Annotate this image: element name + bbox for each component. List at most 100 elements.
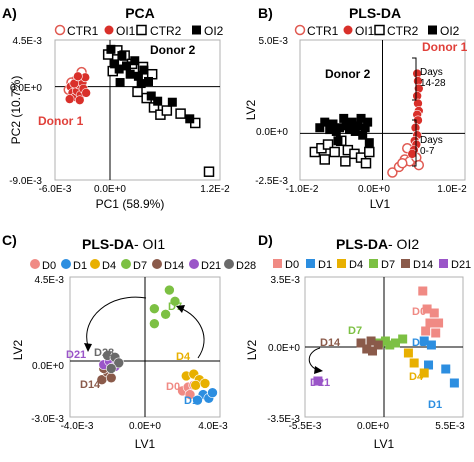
panel-c-plot: D7 D21 D28 D14 D4 D0 D1 (66, 277, 220, 417)
data-point-oi2 (364, 138, 374, 148)
data-point-oi2 (363, 117, 373, 127)
data-point-ctr2 (329, 146, 340, 158)
legend-label-oi2: OI2 (440, 24, 460, 38)
annotation-label: D21 (310, 377, 330, 389)
panel-d-legend: D0 D1 D4 D7 D14 D21 (273, 259, 471, 271)
legend-label-oi1: OI1 (116, 24, 136, 38)
data-point-oi2 (333, 136, 343, 146)
legend-marker-d4 (337, 259, 346, 268)
data-point-d0 (429, 308, 439, 318)
panel-d-ylabel: LV2 (245, 339, 259, 360)
data-point-oi2 (360, 123, 370, 133)
annotation-label: D0 (166, 381, 180, 393)
panel-b-xtick-left: -1.0E-2 (286, 184, 319, 195)
data-point-oi2 (167, 97, 177, 107)
panel-a-ytick-mid: 0.0E+0 (10, 83, 42, 94)
legend-marker-d1 (306, 259, 315, 268)
data-point-d7 (149, 303, 160, 315)
data-point-oi2 (122, 61, 131, 71)
data-point-d4 (409, 358, 419, 368)
legend-label-oi1: OI1 (355, 24, 375, 38)
data-point-ctr2 (161, 105, 173, 116)
panel-b-ytick-mid: 0.0E+0 (256, 127, 288, 138)
data-point-oi2 (136, 79, 146, 89)
panel-a-xtick-left: -6.0E-3 (39, 184, 72, 195)
data-point-d1 (441, 364, 451, 374)
data-point-d14 (366, 336, 376, 346)
panel-a-legend: CTR1 OI1 CTR2 OI2 (54, 24, 224, 38)
annotation-label: D14 (80, 379, 101, 391)
legend-marker-d28 (224, 259, 234, 269)
panel-a-ytick-bottom: -9.0E-3 (9, 176, 42, 187)
data-point-oi2 (144, 76, 153, 86)
legend-label-oi2: OI2 (204, 24, 224, 38)
legend-marker-oi2 (428, 25, 437, 35)
data-point-d7 (385, 340, 395, 350)
panel-d-xtick-left: -5.5E-3 (289, 421, 322, 432)
data-point-d14 (373, 340, 383, 350)
annotation-label: Donor 2 (325, 67, 371, 81)
data-point-d14 (105, 372, 117, 384)
panel-b-ylabel: LV2 (244, 99, 258, 120)
panel-c-arrow-right (176, 305, 205, 359)
panel-a-title: PCA (125, 5, 155, 21)
panel-c-ytick-top: 4.5E-3 (35, 275, 65, 286)
annotation-label: D4 (409, 371, 424, 383)
panel-a-plot: Donor 2 Donor 1 (38, 40, 220, 180)
panel-a-ylabel: PC2 (10.7%) (9, 76, 23, 145)
data-point-ctr2 (360, 157, 372, 169)
legend-label-d28: D28 (236, 260, 256, 272)
data-point-d1 (192, 394, 203, 406)
legend-label-d4: D4 (102, 260, 116, 272)
annotation-label: Days 14-28 (420, 67, 446, 89)
data-point-oi2 (133, 71, 143, 81)
panel-b-xlabel: LV1 (370, 197, 391, 211)
panel-b-bracket-top (412, 57, 417, 101)
panel-b-ytick-top: 5.0E-3 (259, 36, 289, 47)
data-point-oi1 (64, 94, 75, 104)
legend-label-d7: D7 (133, 260, 147, 272)
data-point-oi2 (350, 126, 360, 136)
legend-label-d0: D0 (285, 259, 299, 271)
data-point-d0 (431, 328, 441, 338)
annotation-label: D21 (66, 349, 86, 361)
panel-c-xtick-mid: 0.0E+0 (129, 421, 161, 432)
legend-label-d0: D0 (42, 260, 56, 272)
data-point-oi2 (356, 113, 366, 123)
panel-b-title: PLS-DA (349, 5, 401, 21)
legend-label-d14: D14 (413, 259, 433, 271)
data-point-ctr2 (132, 86, 143, 98)
legend-marker-d4 (90, 259, 100, 269)
annotation-label: D1 (412, 337, 426, 349)
panel-b-legend: CTR1 OI1 CTR2 OI2 (294, 24, 460, 38)
legend-marker-ctr1 (54, 24, 66, 36)
data-point-oi2 (115, 78, 125, 88)
panel-d-label: D) (258, 232, 273, 248)
data-point-d0 (422, 304, 432, 314)
panel-d: D) PLS-DA - OI2 D0 D1 D4 D7 D14 D21 D0 D7… (245, 232, 471, 451)
data-point-d7 (398, 334, 408, 344)
panel-a-ytick-top: 4.5E-3 (13, 36, 43, 47)
legend-marker-d21 (189, 259, 199, 269)
panel-c-xtick-right: 4.0E-3 (198, 421, 228, 432)
data-point-d28 (105, 363, 117, 374)
data-point-ctr1 (397, 157, 408, 169)
legend-label-ctr2: CTR2 (150, 24, 182, 38)
annotation-label: D0 (412, 306, 426, 318)
data-point-d1 (449, 378, 459, 388)
legend-label-d21: D21 (201, 260, 221, 272)
legend-marker-d7 (121, 259, 131, 269)
panel-c: C) PLS-DA - OI1 D0 D1 D4 D7 D14 D21 D28 … (2, 232, 256, 451)
panel-c-label: C) (2, 232, 17, 248)
data-point-oi2 (117, 51, 127, 61)
legend-marker-d14 (152, 259, 162, 269)
panel-b-label: B) (258, 5, 273, 21)
panel-a-xlabel: PC1 (58.9%) (96, 197, 165, 211)
legend-label-d21: D21 (451, 259, 471, 271)
data-point-oi1 (73, 71, 83, 82)
panel-a-frame (54, 39, 221, 181)
panel-d-ytick-top: 3.5E-3 (271, 275, 301, 286)
data-point-d14 (368, 346, 378, 356)
data-point-oi2 (325, 125, 335, 135)
